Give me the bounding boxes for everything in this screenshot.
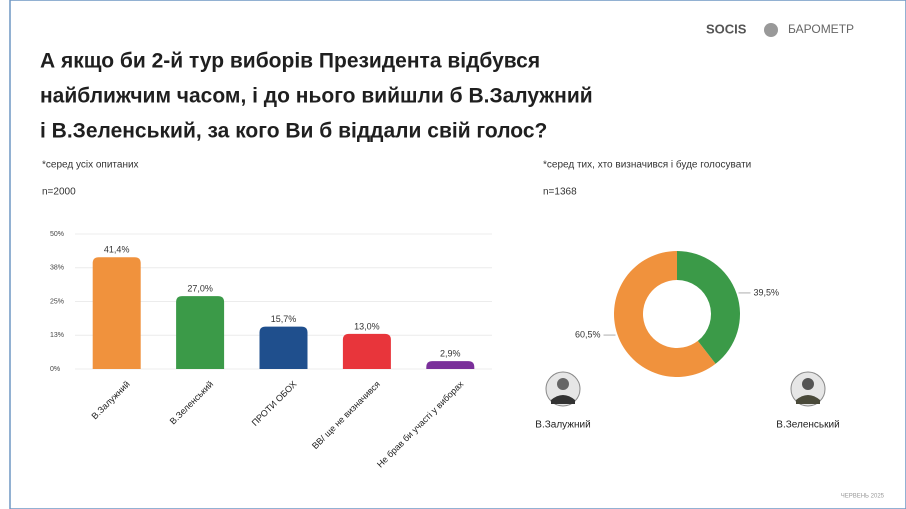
brand-icon: [764, 23, 778, 37]
sample-size: n=2000: [42, 187, 76, 198]
bar: [426, 361, 475, 369]
bar: [92, 257, 141, 369]
legend-label: В.Зеленський: [776, 420, 839, 431]
y-tick-label: 50%: [50, 231, 64, 238]
brand: SOCIS: [706, 21, 747, 36]
subtitle: *серед усіх опитаних: [42, 160, 139, 171]
y-tick-label: 0%: [50, 366, 60, 373]
slide-frame: [9, 0, 906, 509]
value-label: 27,0%: [187, 283, 213, 293]
y-tick-label: 38%: [50, 265, 64, 272]
sample-size: n=1368: [543, 187, 577, 198]
portrait: [545, 371, 581, 407]
title-line: А якщо би 2-й тур виборів Президента від…: [40, 50, 540, 73]
value-label: 60,5%: [575, 329, 601, 339]
footer: ЧЕРВЕНЬ 2025: [841, 494, 885, 500]
value-label: 13,0%: [354, 321, 380, 331]
value-label: 41,4%: [104, 245, 130, 255]
value-label: 2,9%: [440, 349, 461, 359]
bar: [259, 326, 308, 369]
y-tick-label: 25%: [50, 298, 64, 305]
value-label: 15,7%: [271, 314, 297, 324]
donut-slice: [614, 251, 716, 378]
portrait: [790, 371, 826, 407]
y-tick-label: 13%: [50, 332, 64, 339]
brand-product: БАРОМЕТР: [788, 22, 854, 36]
title-line: найближчим часом, і до нього вийшли б В.…: [40, 85, 593, 108]
value-label: 39,5%: [753, 287, 779, 297]
bar: [342, 333, 391, 369]
donut-slice: [677, 251, 741, 364]
title-line: і В.Зеленський, за кого Ви б віддали сві…: [40, 120, 547, 143]
subtitle: *серед тих, хто визначився і буде голосу…: [543, 159, 751, 171]
legend-label: В.Залужний: [535, 420, 590, 431]
bar: [176, 296, 225, 369]
